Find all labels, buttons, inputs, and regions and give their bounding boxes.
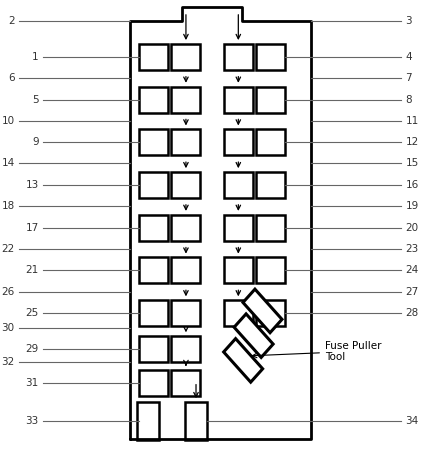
- Text: 5: 5: [32, 95, 39, 105]
- Bar: [171, 87, 200, 113]
- Text: 15: 15: [405, 158, 419, 169]
- Bar: [139, 172, 168, 198]
- Bar: [185, 402, 207, 440]
- Text: 20: 20: [405, 223, 418, 233]
- Text: 12: 12: [405, 137, 419, 147]
- Bar: [139, 370, 168, 396]
- Text: 1: 1: [32, 52, 39, 62]
- Bar: [256, 258, 285, 284]
- Text: 10: 10: [2, 116, 15, 126]
- Polygon shape: [224, 339, 263, 382]
- Text: 34: 34: [405, 416, 419, 426]
- Text: 16: 16: [405, 180, 419, 190]
- Text: 32: 32: [1, 357, 15, 367]
- Text: 11: 11: [405, 116, 419, 126]
- Bar: [224, 172, 253, 198]
- Bar: [171, 370, 200, 396]
- Text: 8: 8: [405, 95, 412, 105]
- Bar: [224, 87, 253, 113]
- Bar: [256, 129, 285, 155]
- Bar: [256, 215, 285, 241]
- Polygon shape: [243, 289, 282, 333]
- Bar: [171, 172, 200, 198]
- Text: 7: 7: [405, 73, 412, 83]
- Bar: [139, 129, 168, 155]
- Bar: [139, 300, 168, 326]
- Text: Fuse Puller
Tool: Fuse Puller Tool: [253, 341, 381, 362]
- Bar: [139, 336, 168, 362]
- Bar: [171, 44, 200, 70]
- Bar: [256, 44, 285, 70]
- Bar: [171, 215, 200, 241]
- Text: 27: 27: [405, 286, 419, 297]
- Bar: [224, 44, 253, 70]
- Text: 6: 6: [8, 73, 15, 83]
- Text: 4: 4: [405, 52, 412, 62]
- Bar: [139, 87, 168, 113]
- Bar: [139, 215, 168, 241]
- Text: 13: 13: [26, 180, 39, 190]
- Bar: [139, 44, 168, 70]
- Text: 28: 28: [405, 308, 419, 318]
- Text: 23: 23: [405, 244, 419, 254]
- Bar: [224, 215, 253, 241]
- Bar: [139, 258, 168, 284]
- Bar: [171, 300, 200, 326]
- Text: 30: 30: [2, 323, 15, 333]
- Bar: [171, 258, 200, 284]
- Text: 22: 22: [1, 244, 15, 254]
- Text: 24: 24: [405, 266, 419, 276]
- Text: 2: 2: [8, 16, 15, 26]
- Bar: [256, 172, 285, 198]
- Bar: [224, 300, 253, 326]
- Bar: [224, 258, 253, 284]
- Bar: [171, 336, 200, 362]
- Bar: [171, 129, 200, 155]
- Text: 26: 26: [1, 286, 15, 297]
- Polygon shape: [234, 314, 273, 358]
- Text: 31: 31: [26, 378, 39, 388]
- Bar: [136, 402, 159, 440]
- Bar: [256, 87, 285, 113]
- Bar: [256, 300, 285, 326]
- Text: 14: 14: [1, 158, 15, 169]
- Text: 3: 3: [405, 16, 412, 26]
- Text: 19: 19: [405, 201, 419, 211]
- Text: 25: 25: [26, 308, 39, 318]
- Text: 9: 9: [32, 137, 39, 147]
- Text: 29: 29: [26, 344, 39, 354]
- Text: 17: 17: [26, 223, 39, 233]
- Text: 18: 18: [1, 201, 15, 211]
- Bar: [224, 129, 253, 155]
- Text: 21: 21: [26, 266, 39, 276]
- Text: 33: 33: [26, 416, 39, 426]
